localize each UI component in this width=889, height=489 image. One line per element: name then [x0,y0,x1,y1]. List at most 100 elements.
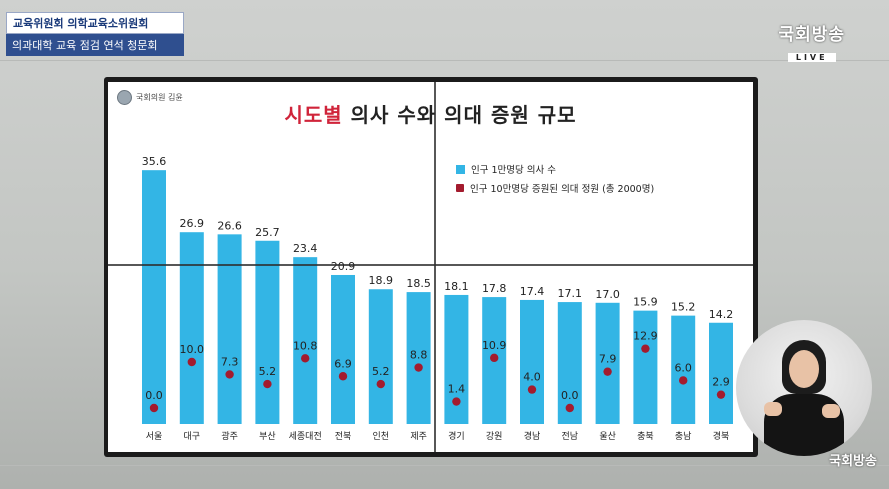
dot-marker [301,354,310,363]
dot-marker [149,403,159,413]
broadcaster-name: 국회방송 [778,25,845,45]
bar-value-label: 20.9 [331,260,356,273]
bar-value-label: 15.9 [633,296,658,309]
dot-marker [641,344,650,353]
wall-panel-line [0,60,889,61]
dot-marker [338,372,348,381]
dot-value-label: 6.0 [674,361,692,374]
dot-value-label: 7.9 [599,353,617,366]
category-tick-label: 광주 [221,430,238,442]
dot-marker [376,379,385,389]
interpreter-hand [764,402,782,416]
bar [368,289,393,424]
bar [633,310,658,424]
bar [293,257,318,424]
logo-text: 국회의원 김윤 [136,93,183,102]
bar [709,322,733,424]
dot-value-label: 4.0 [523,371,541,384]
bar [557,302,582,424]
bar-value-label: 15.2 [671,301,696,314]
interpreter-face [789,350,819,388]
bar-value-label: 26.6 [217,219,242,232]
program-caption: 교육위원회 의학교육소위원회 의과대학 교육 점검 연석 청문회 [6,12,184,56]
dot-value-label: 6.9 [334,357,352,370]
category-tick-label: 부산 [259,431,276,442]
category-tick-label: 세종대전 [289,431,322,442]
legend-label-doctors: 인구 1만명당 의사 수 [471,165,557,176]
dot-value-label: 12.9 [633,330,658,343]
category-tick-label: 대구 [184,431,201,442]
broadcaster-logo: 국회방송 LIVE [778,20,845,64]
sign-language-interpreter [736,320,872,456]
bar [179,232,204,424]
bar-value-label: 17.8 [482,282,507,295]
category-tick-label: 인천 [373,431,390,442]
dot-marker [225,370,234,379]
legend-item-quota: 인구 10만명당 증원된 의대 정원 (총 2000명) [456,181,654,195]
category-tick-label: 경남 [524,430,541,442]
category-tick-label: 전북 [335,431,352,442]
screen-seam-vertical [434,82,436,452]
bar-value-label: 18.1 [444,280,469,293]
dot-value-label: 10.8 [293,339,318,352]
category-tick-label: 제주 [410,431,427,442]
bar-value-label: 18.5 [406,277,431,290]
category-tick-label: 충남 [675,431,692,442]
category-tick-label: 강원 [486,431,503,442]
category-tick-label: 충북 [637,431,654,442]
legend-dot-swatch-icon [456,184,464,192]
dot-marker [679,376,688,385]
bar-value-label: 17.4 [520,285,545,298]
title-highlight: 시도별 [284,103,343,127]
dot-value-label: 8.8 [410,349,428,362]
dot-value-label: 0.0 [561,389,579,402]
dot-marker [187,357,196,367]
assembly-emblem-icon [117,90,132,105]
bar-value-label: 35.6 [142,155,167,168]
category-tick-label: 서울 [146,431,163,442]
dot-marker [527,385,537,394]
caption-session: 의과대학 교육 점검 연석 청문회 [6,34,184,56]
slide-title: 시도별 의사 수와 의대 증원 규모 [108,99,753,128]
dot-value-label: 10.9 [482,339,507,352]
dot-marker [565,403,574,413]
category-tick-label: 경북 [713,430,730,442]
category-tick-label: 울산 [599,431,616,442]
bar-value-label: 25.7 [255,226,280,239]
bar [255,240,280,424]
interpreter-hand [822,404,840,418]
screen-seam-horizontal [108,264,753,266]
category-tick-label: 경기 [448,430,465,442]
presentation-slide: 국회의원 김윤 시도별 의사 수와 의대 증원 규모 인구 1만명당 의사 수 … [108,82,753,452]
dot-value-label: 10.0 [180,343,205,356]
bar [331,274,355,424]
dot-value-label: 5.2 [259,365,277,378]
broadcaster-watermark: 국회방송 [829,454,877,469]
legend-bar-swatch-icon [456,164,465,174]
dot-marker [490,353,499,363]
bar-value-label: 14.2 [709,308,734,321]
bar-value-label: 26.9 [180,217,205,230]
bar-value-label: 17.1 [558,287,583,300]
slide-logo: 국회의원 김윤 [117,90,183,105]
bar [142,170,166,424]
dot-marker [603,367,612,376]
wall-panel-line [0,465,889,466]
bar [217,234,242,424]
legend-label-quota: 인구 10만명당 증원된 의대 정원 (총 2000명) [470,184,655,195]
dot-value-label: 1.4 [448,383,466,396]
bar [406,292,431,424]
bar [595,302,620,424]
live-badge: LIVE [787,53,836,62]
title-rest: 의사 수와 의대 증원 규모 [342,103,577,127]
category-tick-label: 전남 [562,431,579,442]
dot-marker [263,379,272,389]
bar-value-label: 17.0 [595,288,620,301]
bar [520,299,544,424]
bar-chart: 35.6 0.0 서울 26.9 10.0 대구 26.6 7.3 광주 25.7 5.2 부산 23.… [142,155,734,442]
dot-marker [716,390,726,399]
caption-committee: 교육위원회 의학교육소위원회 [6,12,184,34]
bar [671,315,696,424]
dot-value-label: 7.3 [221,355,239,368]
chart-legend: 인구 1만명당 의사 수 인구 10만명당 증원된 의대 정원 (총 2000명… [456,162,654,200]
